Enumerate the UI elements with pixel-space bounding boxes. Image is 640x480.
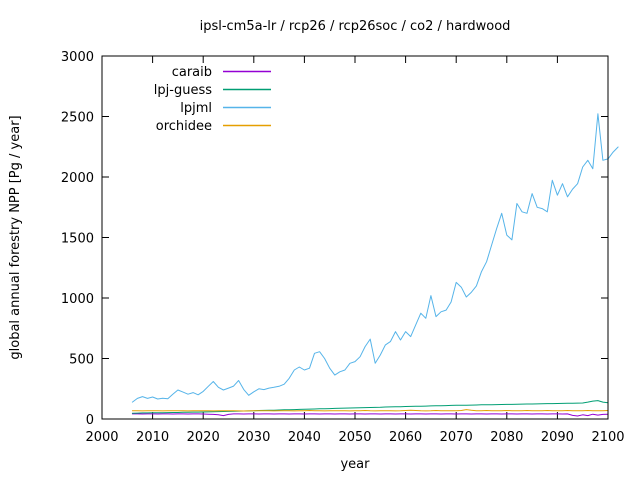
x-tick-label: 2020 [187, 430, 220, 445]
legend-label-lpjml: lpjml [180, 101, 212, 116]
series-line-orchidee [131, 409, 609, 412]
x-tick-label: 2100 [591, 430, 624, 445]
x-tick-label: 2050 [338, 430, 371, 445]
x-tick-label: 2040 [288, 430, 321, 445]
y-tick-label: 500 [69, 353, 94, 368]
y-tick-label: 0 [86, 413, 94, 428]
x-tick-label: 2030 [237, 430, 270, 445]
plot-border [101, 55, 609, 420]
x-tick-label: 2060 [389, 430, 422, 445]
y-tick-label: 2500 [61, 111, 94, 126]
x-tick-label: 2010 [136, 430, 169, 445]
x-axis-label: year [340, 457, 370, 472]
series-line-lpj-guess [131, 400, 609, 414]
legend-label-lpj-guess: lpj-guess [154, 83, 212, 98]
y-tick-label: 3000 [61, 50, 94, 65]
y-tick-label: 1500 [61, 232, 94, 247]
legend-label-caraib: caraib [172, 65, 212, 80]
x-tick-label: 2090 [541, 430, 574, 445]
y-axis-label: global annual forestry NPP [Pg / year] [8, 115, 23, 359]
y-tick-label: 1000 [61, 292, 94, 307]
series-line-lpjml [131, 113, 619, 403]
plot-generated-layer: 2000 2010 2020 2030 2040 2050 2060 2070 2080 2090… [61, 50, 625, 445]
x-tick-label: 2070 [440, 430, 473, 445]
x-tick-label: 2000 [85, 430, 118, 445]
legend-label-orchidee: orchidee [156, 119, 212, 134]
chart-title: ipsl-cm5a-lr / rcp26 / rcp26soc / co2 / … [200, 19, 511, 34]
series-line-caraib [131, 413, 609, 417]
y-tick-label: 2000 [61, 171, 94, 186]
legend: caraib lpj-guess lpjml orchidee [154, 65, 271, 134]
x-tick-label: 2080 [490, 430, 523, 445]
